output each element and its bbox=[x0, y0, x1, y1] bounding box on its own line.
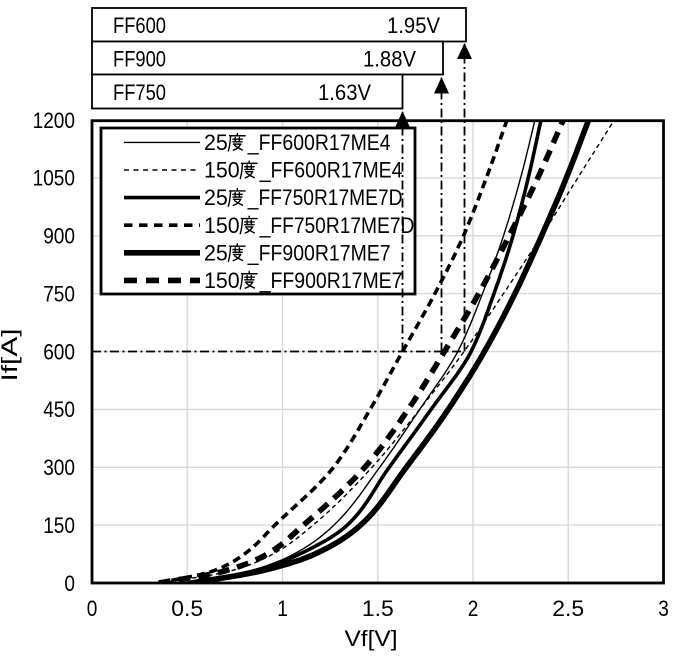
svg-text:1050: 1050 bbox=[33, 166, 75, 191]
svg-text:_FF600R17ME4: _FF600R17ME4 bbox=[247, 130, 391, 155]
svg-text:1.5: 1.5 bbox=[362, 596, 394, 621]
svg-text:2: 2 bbox=[468, 596, 479, 621]
svg-text:_FF600R17ME4: _FF600R17ME4 bbox=[259, 158, 403, 183]
svg-text:25: 25 bbox=[204, 185, 228, 210]
svg-text:600: 600 bbox=[43, 339, 75, 364]
svg-text:1200: 1200 bbox=[33, 108, 75, 133]
svg-text:Vf[V]: Vf[V] bbox=[345, 626, 398, 651]
svg-text:FF600: FF600 bbox=[113, 13, 166, 38]
svg-text:1.88V: 1.88V bbox=[363, 47, 416, 72]
svg-text:300: 300 bbox=[43, 455, 75, 480]
svg-text:1.95V: 1.95V bbox=[387, 13, 440, 38]
svg-text:25: 25 bbox=[204, 130, 228, 155]
svg-text:_FF750R17ME7D: _FF750R17ME7D bbox=[259, 213, 415, 238]
svg-text:2.5: 2.5 bbox=[552, 596, 584, 621]
svg-text:_FF900R17ME7: _FF900R17ME7 bbox=[259, 268, 403, 293]
svg-text:25: 25 bbox=[204, 240, 228, 265]
svg-text:If[A]: If[A] bbox=[0, 329, 22, 382]
svg-text:150: 150 bbox=[43, 513, 75, 538]
svg-text:3: 3 bbox=[658, 596, 669, 621]
svg-text:_FF750R17ME7D: _FF750R17ME7D bbox=[247, 185, 403, 210]
svg-text:1.63V: 1.63V bbox=[318, 80, 371, 105]
svg-text:150: 150 bbox=[204, 268, 240, 293]
svg-text:FF750: FF750 bbox=[113, 80, 166, 105]
svg-text:1: 1 bbox=[277, 596, 288, 621]
svg-text:FF900: FF900 bbox=[113, 47, 166, 72]
svg-text:750: 750 bbox=[43, 281, 75, 306]
svg-text:150: 150 bbox=[204, 158, 240, 183]
svg-text:0: 0 bbox=[87, 596, 98, 621]
svg-text:450: 450 bbox=[43, 397, 75, 422]
svg-text:150: 150 bbox=[204, 213, 240, 238]
svg-text:0: 0 bbox=[64, 571, 75, 596]
svg-text:0.5: 0.5 bbox=[171, 596, 203, 621]
svg-text:900: 900 bbox=[43, 224, 75, 249]
svg-text:_FF900R17ME7: _FF900R17ME7 bbox=[247, 240, 391, 265]
